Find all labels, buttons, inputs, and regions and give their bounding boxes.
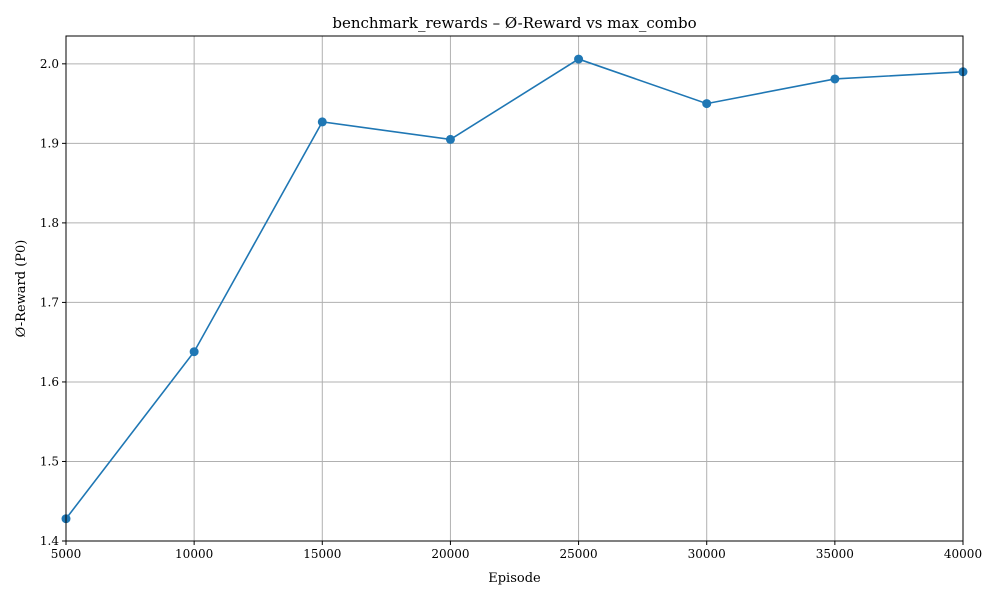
plot-frame bbox=[65, 35, 964, 542]
x-tick-label: 20000 bbox=[431, 547, 469, 561]
x-axis-label: Episode bbox=[488, 571, 541, 586]
y-tick-label: 2.0 bbox=[40, 57, 59, 71]
x-tick-label: 10000 bbox=[175, 547, 213, 561]
data-point bbox=[189, 347, 199, 357]
series-layer bbox=[61, 54, 968, 524]
y-tick-label: 1.5 bbox=[40, 454, 59, 468]
data-point bbox=[830, 74, 840, 84]
chart-title: benchmark_rewards – Ø-Reward vs max_comb… bbox=[332, 14, 696, 32]
tick-labels: 5000 10000 15000 20000 25000 30000 35000 40000 1… bbox=[40, 57, 982, 561]
x-tick-label: 25000 bbox=[559, 547, 597, 561]
series-line bbox=[65, 58, 964, 520]
y-tick-label: 1.6 bbox=[40, 375, 59, 389]
grid-lines bbox=[65, 36, 964, 542]
y-tick-label: 1.7 bbox=[40, 295, 59, 309]
y-tick-label: 1.8 bbox=[40, 216, 59, 230]
data-point bbox=[445, 134, 455, 144]
data-point bbox=[317, 117, 327, 127]
data-point bbox=[574, 54, 584, 64]
x-tick-label: 40000 bbox=[944, 547, 982, 561]
axes bbox=[65, 35, 964, 542]
x-tick-label: 15000 bbox=[303, 547, 341, 561]
y-tick-label: 1.9 bbox=[40, 136, 59, 150]
x-tick-label: 30000 bbox=[688, 547, 726, 561]
y-axis-label: Ø-Reward (P0) bbox=[14, 240, 29, 338]
x-tick-label: 5000 bbox=[51, 547, 82, 561]
data-point bbox=[702, 99, 712, 109]
y-tick-label: 1.4 bbox=[40, 534, 59, 548]
x-tick-label: 35000 bbox=[816, 547, 854, 561]
